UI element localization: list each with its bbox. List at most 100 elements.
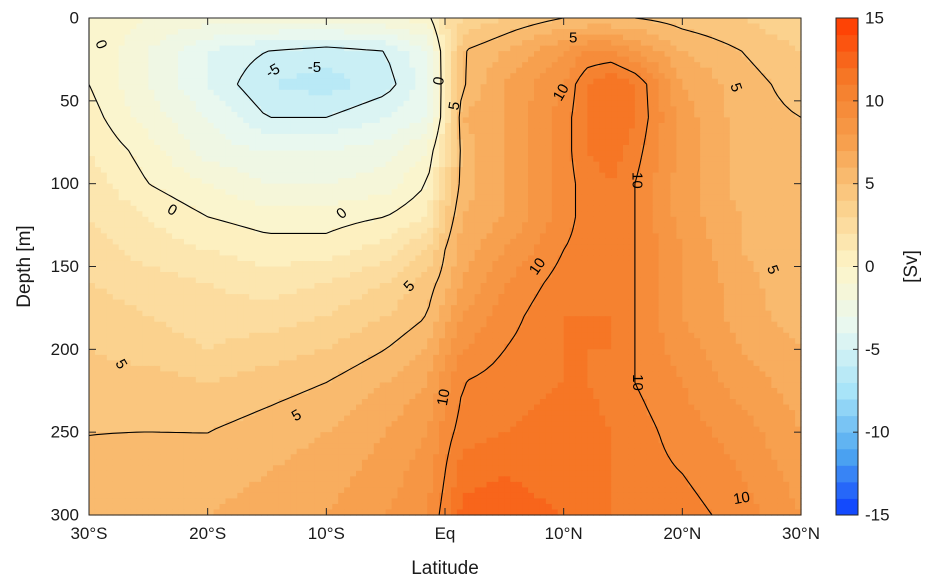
- field-cell: [118, 172, 126, 179]
- field-cell: [486, 84, 494, 91]
- field-cell: [178, 78, 185, 85]
- field-cell: [183, 73, 191, 80]
- field-cell: [741, 95, 749, 102]
- field-cell: [183, 172, 191, 179]
- field-cell: [456, 89, 464, 96]
- field-cell: [771, 18, 778, 25]
- field-cell: [350, 128, 357, 135]
- field-cell: [462, 194, 470, 201]
- field-cell: [640, 156, 648, 163]
- field-cell: [290, 100, 298, 107]
- field-cell: [439, 89, 446, 96]
- field-cell: [735, 216, 743, 223]
- field-cell: [219, 145, 227, 152]
- field-cell: [539, 200, 547, 207]
- field-cell: [439, 238, 446, 246]
- field-cell: [385, 150, 393, 157]
- field-cell: [255, 84, 262, 91]
- field-cell: [314, 238, 321, 246]
- field-cell: [474, 238, 482, 246]
- field-cell: [397, 84, 405, 91]
- field-cell: [397, 178, 405, 185]
- field-cell: [462, 23, 470, 30]
- field-cell: [545, 238, 553, 246]
- field-cell: [712, 233, 719, 240]
- field-cell: [272, 34, 280, 41]
- field-cell: [237, 62, 244, 69]
- field-cell: [717, 150, 725, 157]
- field-cell: [421, 100, 428, 107]
- field-cell: [753, 161, 761, 168]
- field-cell: [385, 84, 393, 91]
- field-cell: [563, 23, 571, 30]
- field-cell: [682, 56, 689, 63]
- field-cell: [486, 227, 494, 234]
- field-cell: [421, 56, 428, 63]
- field-cell: [652, 167, 660, 174]
- field-cell: [367, 178, 375, 185]
- field-cell: [415, 89, 422, 96]
- field-cell: [308, 133, 316, 141]
- field-cell: [605, 84, 612, 91]
- field-cell: [124, 244, 132, 251]
- field-cell: [706, 156, 713, 163]
- field-cell: [599, 194, 606, 201]
- field-cell: [338, 56, 345, 63]
- field-cell: [367, 40, 375, 47]
- field-cell: [219, 84, 227, 91]
- field-cell: [367, 84, 375, 91]
- field-cell: [332, 34, 339, 41]
- field-cell: [231, 117, 238, 124]
- field-cell: [367, 222, 375, 229]
- field-cell: [599, 145, 606, 152]
- field-cell: [795, 45, 802, 52]
- field-cell: [213, 106, 221, 113]
- field-cell: [225, 73, 232, 80]
- field-cell: [350, 133, 357, 141]
- field-cell: [409, 122, 416, 130]
- field-cell: [741, 156, 749, 163]
- field-cell: [290, 67, 298, 74]
- field-cell: [225, 23, 232, 30]
- field-cell: [231, 222, 238, 229]
- field-cell: [308, 145, 316, 152]
- field-cell: [219, 189, 227, 196]
- field-cell: [795, 238, 802, 246]
- field-cell: [795, 205, 802, 212]
- field-cell: [575, 62, 583, 69]
- field-cell: [717, 117, 725, 124]
- field-cell: [195, 51, 203, 58]
- field-cell: [783, 233, 790, 240]
- field-cell: [569, 89, 577, 96]
- field-cell: [723, 67, 731, 74]
- field-cell: [640, 40, 648, 47]
- field-cell: [747, 156, 755, 163]
- field-cell: [172, 67, 179, 74]
- field-cell: [166, 238, 173, 246]
- field-cell: [213, 189, 221, 196]
- field-cell: [421, 51, 428, 58]
- field-cell: [593, 222, 600, 229]
- field-cell: [783, 29, 790, 36]
- field-cell: [611, 95, 618, 102]
- field-cell: [534, 216, 541, 223]
- field-cell: [753, 67, 761, 74]
- field-cell: [723, 161, 731, 168]
- field-cell: [534, 117, 541, 124]
- field-cell: [183, 194, 191, 201]
- field-cell: [789, 161, 796, 168]
- field-cell: [302, 89, 310, 96]
- field-cell: [492, 222, 499, 229]
- field-cell: [694, 106, 701, 113]
- field-cell: [759, 51, 766, 58]
- field-cell: [166, 183, 173, 190]
- field-cell: [160, 40, 167, 47]
- field-cell: [789, 128, 796, 135]
- field-cell: [243, 205, 250, 212]
- field-cell: [753, 194, 761, 201]
- field-cell: [385, 128, 393, 135]
- field-cell: [528, 189, 535, 196]
- field-cell: [391, 227, 399, 234]
- field-cell: [94, 73, 102, 80]
- field-cell: [112, 56, 120, 63]
